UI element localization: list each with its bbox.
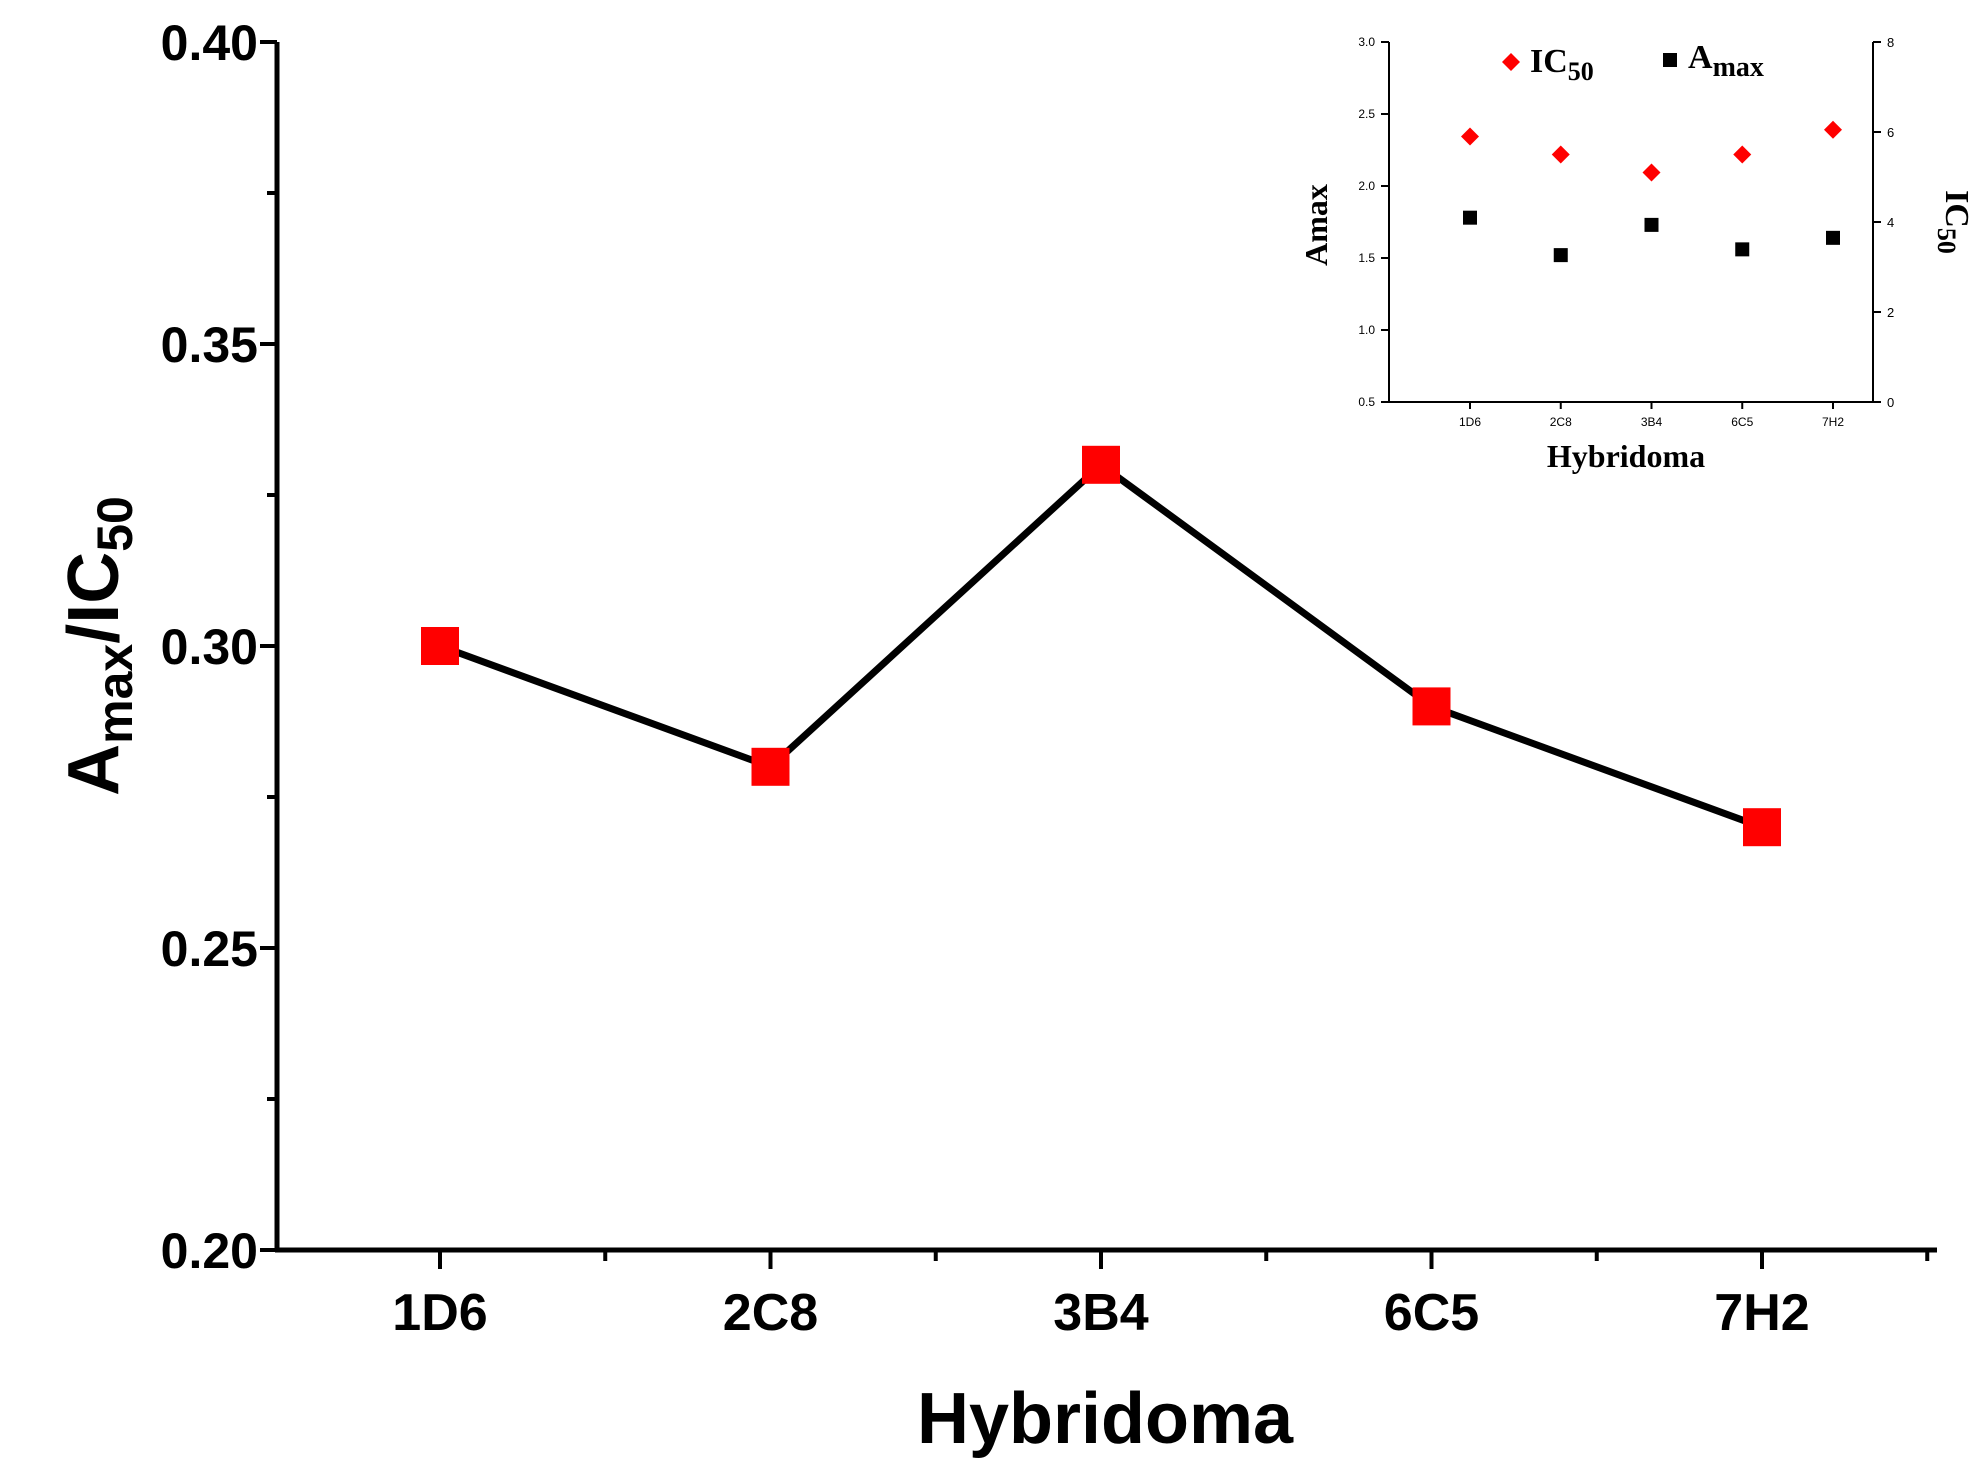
svg-text:IC50: IC50 (1932, 190, 1971, 254)
main-y-label-50: 50 (87, 496, 143, 552)
main-x-tick-label: 1D6 (392, 1284, 487, 1342)
inset-amax-point (1644, 217, 1659, 232)
svg-text:IC50: IC50 (1530, 43, 1594, 86)
inset-x-tick-label: 6C5 (1731, 415, 1753, 429)
legend-amax-label: A (1688, 39, 1713, 76)
inset-right-ticks: 0 2 4 6 8 (1873, 35, 1894, 410)
legend-ic50-marker (1502, 53, 1520, 71)
main-y-tick-label: 0.30 (161, 619, 258, 675)
inset-legend: IC50 Amax (1502, 39, 1764, 86)
main-y-tick-label: 0.20 (161, 1223, 258, 1279)
inset-right-axis-label: IC50 (1932, 190, 1971, 254)
main-data-point (421, 627, 459, 665)
main-x-tick-label: 6C5 (1384, 1284, 1479, 1342)
inset-ic50-point (1824, 120, 1842, 139)
inset-chart: 0.5 1.0 1.5 2.0 2.5 3.0 0 2 4 6 8 1D6 2C8 3B4 6C5 7H2… (1298, 35, 1971, 474)
inset-left-tick-label: 1.5 (1358, 251, 1375, 265)
inset-amax-point (1553, 248, 1568, 263)
inset-x-tick-label: 1D6 (1459, 415, 1481, 429)
inset-left-tick-label: 0.5 (1358, 395, 1375, 409)
main-x-ticks: 1D6 2C8 3B4 6C5 7H2 (392, 1250, 1930, 1342)
inset-right-label-50: 50 (1932, 228, 1961, 254)
inset-left-tick-label: 2.0 (1358, 179, 1375, 193)
main-data-point (1412, 687, 1451, 726)
inset-ic50-point (1733, 145, 1752, 164)
main-y-label-max: max (87, 644, 143, 744)
main-y-ticks: 0.20 0.25 0.30 0.35 0.40 (161, 15, 277, 1279)
main-x-axis-label: Hybridoma (917, 1379, 1294, 1459)
inset-left-axis-label: Amax (1298, 184, 1334, 266)
inset-left-tick-label: 3.0 (1358, 35, 1375, 49)
inset-series (1461, 120, 1842, 263)
legend-ic50-sub: 50 (1568, 57, 1594, 86)
svg-text:Amax: Amax (1688, 39, 1764, 83)
inset-left-tick-label: 1.0 (1358, 323, 1375, 337)
main-series (421, 445, 1781, 847)
main-chart: 0.20 0.25 0.30 0.35 0.40 1D6 2C8 3B4 6C5 7H2 Hyb… (54, 15, 1937, 1459)
main-y-tick-label: 0.35 (161, 317, 258, 373)
main-y-label-a: A (54, 744, 134, 796)
inset-right-tick-label: 0 (1887, 395, 1894, 410)
inset-right-tick-label: 8 (1887, 35, 1894, 50)
inset-ic50-point (1642, 163, 1661, 182)
legend-ic50-label: IC (1530, 43, 1568, 80)
main-x-tick-label: 3B4 (1053, 1284, 1148, 1342)
main-data-point (1743, 808, 1781, 847)
inset-right-tick-label: 4 (1887, 215, 1894, 230)
main-y-axis-label: Amax/IC50 (54, 496, 143, 796)
inset-x-tick-label: 7H2 (1822, 415, 1844, 429)
inset-x-tick-label: 2C8 (1550, 415, 1572, 429)
inset-x-axis-label: Hybridoma (1547, 438, 1705, 474)
inset-right-tick-label: 2 (1887, 305, 1894, 320)
main-y-tick-label: 0.25 (161, 921, 258, 977)
inset-x-ticks: 1D6 2C8 3B4 6C5 7H2 (1459, 402, 1844, 429)
inset-x-tick-label: 3B4 (1641, 415, 1663, 429)
main-data-point (751, 747, 790, 786)
inset-left-tick-label: 2.5 (1358, 107, 1375, 121)
inset-right-tick-label: 6 (1887, 125, 1894, 140)
inset-amax-point (1826, 230, 1840, 245)
inset-ic50-point (1461, 127, 1479, 146)
inset-left-ticks: 0.5 1.0 1.5 2.0 2.5 3.0 (1358, 35, 1389, 409)
main-series-line (438, 461, 1764, 831)
main-data-point (1082, 445, 1120, 484)
inset-amax-point (1735, 242, 1750, 257)
svg-text:Amax/IC50: Amax/IC50 (54, 496, 143, 796)
inset-right-label-ic: IC (1938, 190, 1971, 228)
inset-ic50-point (1551, 145, 1570, 164)
legend-amax-sub: max (1713, 52, 1764, 83)
inset-amax-point (1463, 210, 1477, 225)
main-x-tick-label: 2C8 (723, 1284, 818, 1342)
main-x-tick-label: 7H2 (1714, 1284, 1809, 1342)
main-y-label-ic: /IC (54, 552, 134, 644)
legend-amax-marker (1663, 53, 1677, 67)
main-y-tick-label: 0.40 (161, 15, 258, 71)
